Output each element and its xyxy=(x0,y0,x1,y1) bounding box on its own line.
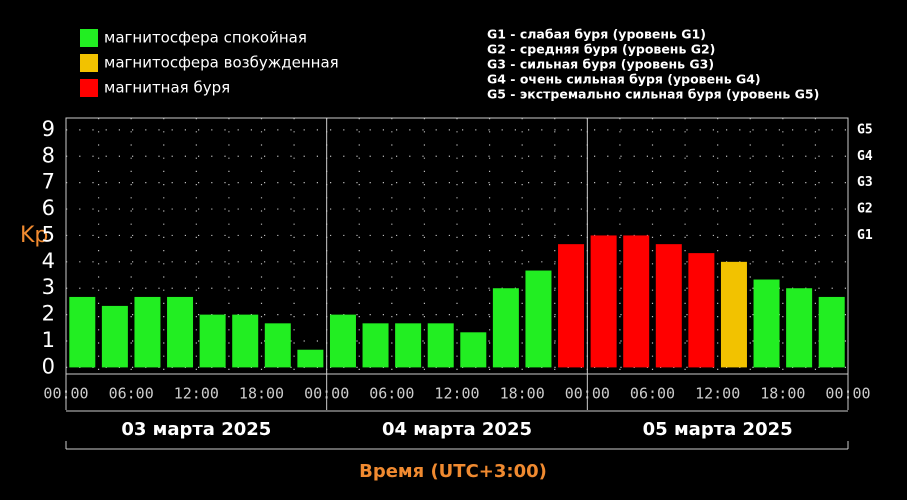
x-tick-label: 06:00 xyxy=(369,385,414,403)
bar xyxy=(655,244,682,368)
bar xyxy=(753,279,780,368)
y-tick-label: 0 xyxy=(42,354,55,378)
x-tick-label: 00:00 xyxy=(825,385,870,403)
bar xyxy=(362,323,389,368)
storm-level-note: G5 - экстремально сильная буря (уровень … xyxy=(487,87,819,102)
y-tick-label: 3 xyxy=(42,275,55,299)
legend-label: магнитосфера возбужденная xyxy=(104,54,339,72)
bar xyxy=(460,332,487,368)
bar xyxy=(329,314,356,368)
y-tick-label: 6 xyxy=(42,196,55,220)
bar xyxy=(232,314,259,368)
storm-level-note: G4 - очень сильная буря (уровень G4) xyxy=(487,72,761,87)
bar xyxy=(199,314,226,368)
x-tick-label: 00:00 xyxy=(304,385,349,403)
y-tick-label: 1 xyxy=(42,328,55,352)
x-tick-label: 12:00 xyxy=(695,385,740,403)
plot-frame xyxy=(65,117,849,375)
bar xyxy=(623,235,650,368)
bar xyxy=(134,296,161,368)
day-label: 03 марта 2025 xyxy=(121,419,271,440)
x-tick-label: 18:00 xyxy=(500,385,545,403)
y-tick-label: 8 xyxy=(42,143,55,167)
y2-tick-label: G1 xyxy=(857,228,873,243)
x-tick-label: 12:00 xyxy=(434,385,479,403)
legend-swatch xyxy=(80,54,98,72)
legend-label: магнитосфера спокойная xyxy=(104,29,307,47)
storm-level-note: G3 - сильная буря (уровень G3) xyxy=(487,57,714,72)
bar xyxy=(818,296,845,368)
bar xyxy=(558,244,585,368)
y2-tick-label: G3 xyxy=(857,175,873,190)
day-label: 04 марта 2025 xyxy=(382,419,532,440)
bar xyxy=(720,261,747,368)
storm-level-note: G1 - слабая буря (уровень G1) xyxy=(487,27,706,42)
x-tick-label: 06:00 xyxy=(109,385,154,403)
bar xyxy=(297,349,324,368)
day-label: 05 марта 2025 xyxy=(643,419,793,440)
x-tick-label: 00:00 xyxy=(43,385,88,403)
x-tick-label: 18:00 xyxy=(760,385,805,403)
bar xyxy=(688,253,715,368)
bar xyxy=(427,323,454,368)
glow xyxy=(210,0,730,90)
bar xyxy=(492,288,519,368)
bar xyxy=(590,235,617,368)
bar xyxy=(69,296,96,368)
bar xyxy=(786,288,813,368)
legend-swatch xyxy=(80,29,98,47)
storm-level-note: G2 - средняя буря (уровень G2) xyxy=(487,42,715,57)
y-tick-label: 2 xyxy=(42,302,55,326)
bar xyxy=(101,305,128,368)
x-tick-label: 18:00 xyxy=(239,385,284,403)
y-tick-label: 4 xyxy=(42,249,55,273)
legend-label: магнитная буря xyxy=(104,79,230,97)
legend-swatch xyxy=(80,79,98,97)
x-tick-label: 12:00 xyxy=(174,385,219,403)
bar xyxy=(525,270,552,368)
bar xyxy=(167,296,194,368)
x-tick-label: 06:00 xyxy=(630,385,675,403)
y2-tick-label: G2 xyxy=(857,202,873,217)
y-tick-label: 7 xyxy=(42,170,55,194)
bar xyxy=(264,323,291,368)
y-tick-label: 5 xyxy=(42,222,55,246)
x-tick-label: 00:00 xyxy=(565,385,610,403)
y2-tick-label: G5 xyxy=(857,122,873,137)
y-axis-label: Kp xyxy=(20,223,48,248)
y2-tick-label: G4 xyxy=(857,149,873,164)
x-axis-label: Время (UTC+3:00) xyxy=(359,461,547,482)
bar xyxy=(395,323,422,368)
y-tick-label: 9 xyxy=(42,117,55,141)
